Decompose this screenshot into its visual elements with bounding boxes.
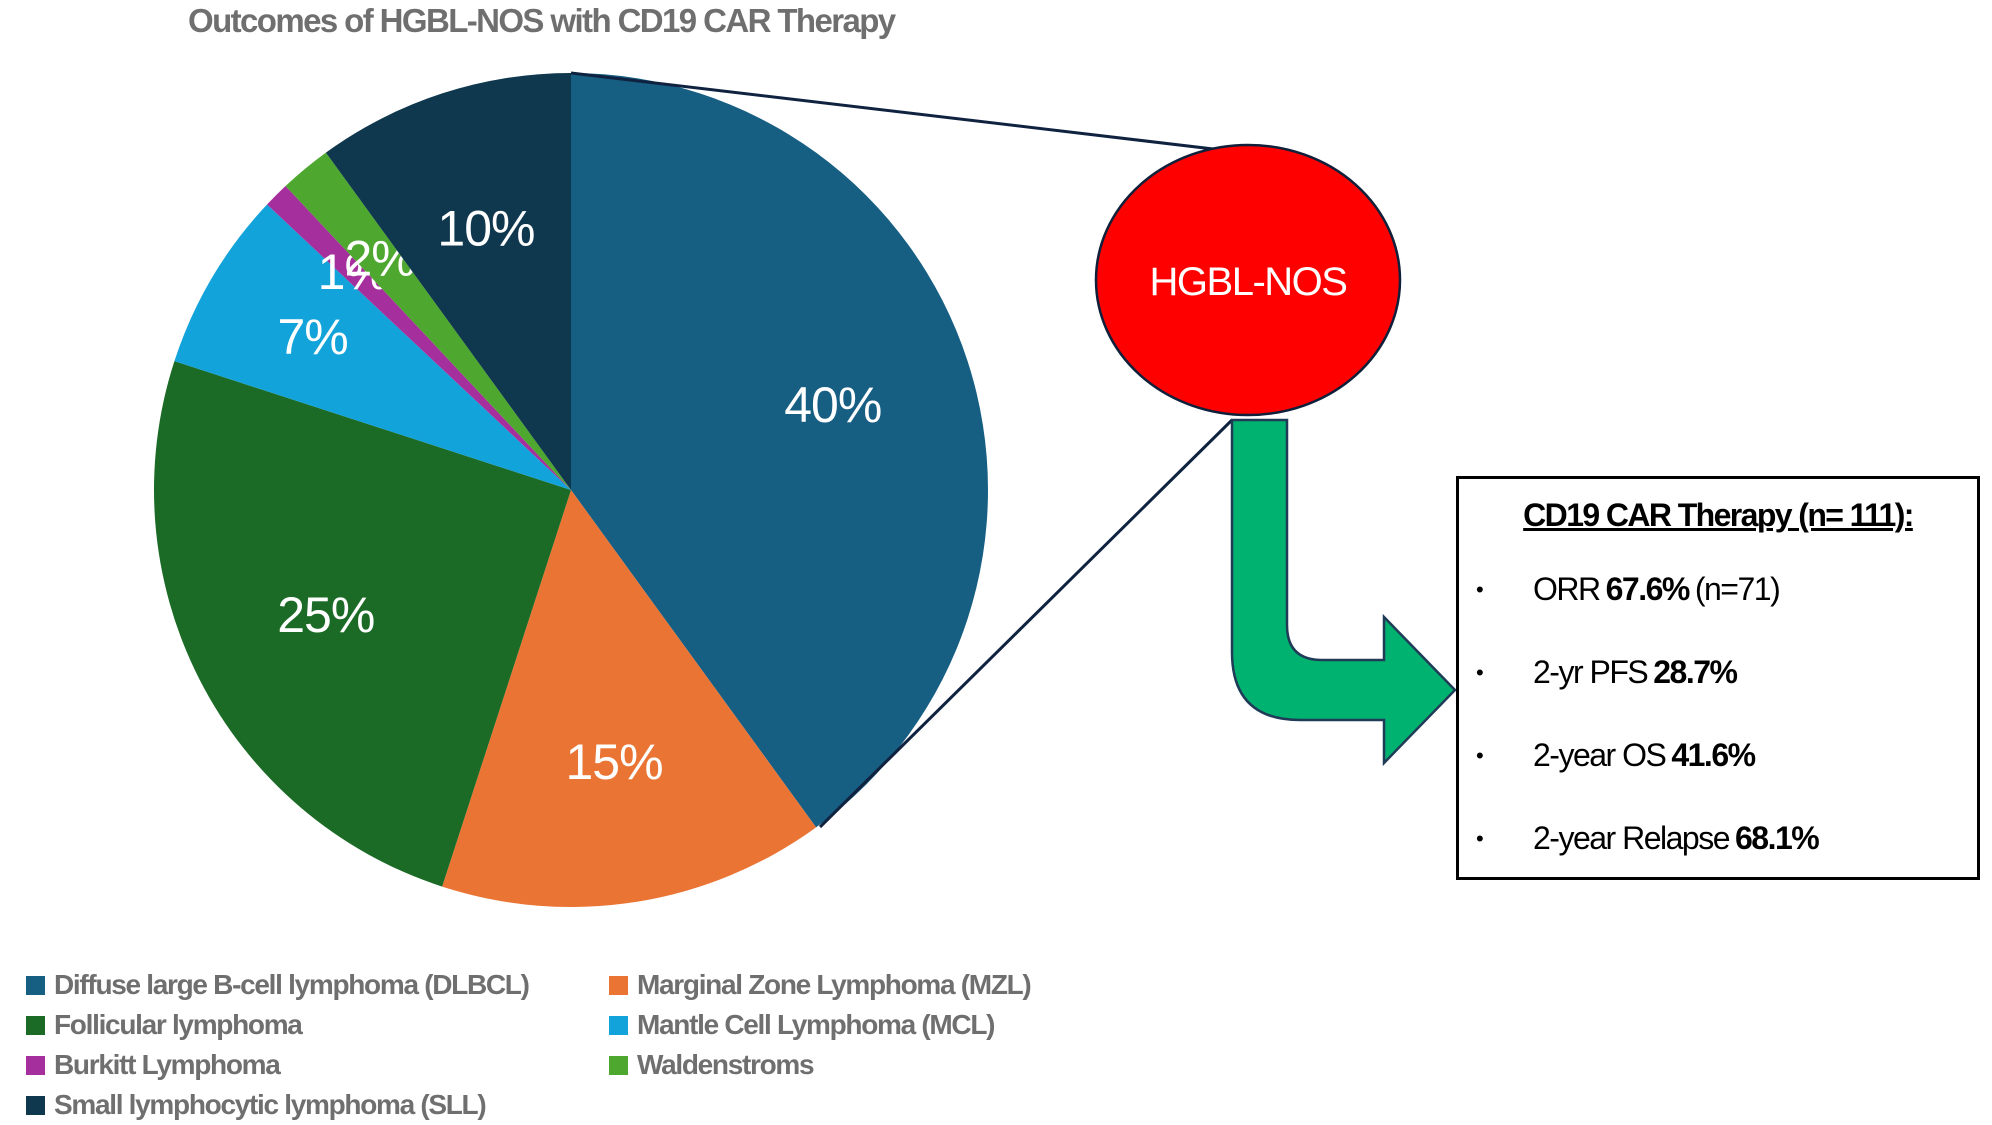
- results-item: • 2-yr PFS 28.7%: [1459, 631, 1977, 714]
- pie-chart: 40%15%25%7%1%2%10%: [154, 73, 989, 907]
- results-item-value: 68.1%: [1735, 820, 1820, 856]
- legend-swatch: [26, 975, 45, 995]
- callout-graphic: HGBL-NOS: [570, 71, 1457, 829]
- pie-slice-label: 15%: [566, 734, 663, 790]
- legend-swatch: [26, 1055, 45, 1075]
- chart-title: Outcomes of HGBL-NOS with CD19 CAR Thera…: [188, 2, 896, 39]
- legend-item: Mantle Cell Lymphoma (MCL): [609, 1007, 1029, 1043]
- legend-label: Diffuse large B-cell lymphoma (DLBCL): [54, 969, 530, 1000]
- legend-label: Small lymphocytic lymphoma (SLL): [54, 1089, 487, 1120]
- pie-slice: [174, 204, 572, 490]
- results-title: CD19 CAR Therapy (n= 111):: [1523, 497, 1914, 533]
- bullet-icon: •: [1476, 742, 1484, 768]
- bullet-icon: •: [1476, 825, 1484, 851]
- legend-swatch: [26, 1015, 45, 1035]
- connector-line-top: [570, 71, 1248, 155]
- legend-label: Follicular lymphoma: [54, 1009, 303, 1040]
- results-panel: CD19 CAR Therapy (n= 111): • ORR 67.6% (n=7…: [1456, 476, 1980, 880]
- hgbl-nos-ellipse: [1094, 143, 1402, 417]
- legend-swatch: [609, 975, 628, 995]
- legend-label: Burkitt Lymphoma: [54, 1049, 281, 1080]
- results-item-label: 2-year Relapse: [1533, 820, 1731, 856]
- legend-swatch: [609, 1015, 628, 1035]
- pie-slice-label: 7%: [277, 309, 347, 365]
- results-list: • ORR 67.6% (n=71) • 2-yr PFS 28.7% • 2-year OS 4…: [1459, 548, 1977, 880]
- pie-slice-label: 40%: [784, 377, 881, 433]
- results-item-label: ORR: [1533, 571, 1601, 607]
- legend-item: Diffuse large B-cell lymphoma (DLBCL): [26, 967, 609, 1003]
- results-item-value: 41.6%: [1671, 737, 1756, 773]
- results-item-value: 67.6%: [1605, 571, 1691, 607]
- bullet-icon: •: [1476, 576, 1484, 602]
- pie-slice: [571, 73, 989, 828]
- pie-slice: [267, 186, 571, 490]
- results-item: • 2-year OS 41.6%: [1459, 714, 1977, 797]
- results-item-label: 2-year OS: [1533, 737, 1667, 773]
- results-item: • 2-year Relapse 68.1%: [1459, 797, 1977, 880]
- bullet-icon: •: [1476, 659, 1484, 685]
- legend-label: Waldenstroms: [637, 1049, 815, 1080]
- hgbl-nos-label: HGBL-NOS: [1150, 260, 1347, 304]
- pie-slice: [285, 152, 571, 491]
- legend-swatch: [609, 1055, 628, 1075]
- pie-slice: [442, 490, 817, 907]
- pie-slice: [154, 361, 571, 887]
- connector-line-bottom: [818, 418, 1234, 829]
- bent-arrow-icon: [1230, 418, 1457, 767]
- results-item-value: 28.7%: [1653, 654, 1738, 690]
- legend-item: Follicular lymphoma: [26, 1007, 609, 1043]
- legend-swatch: [26, 1095, 45, 1115]
- chart-legend: Diffuse large B-cell lymphoma (DLBCL) Mar…: [26, 967, 1032, 1123]
- pie-slice-label: 10%: [437, 200, 534, 256]
- legend-item: Small lymphocytic lymphoma (SLL): [26, 1087, 609, 1123]
- legend-label: Mantle Cell Lymphoma (MCL): [637, 1009, 995, 1040]
- legend-label: Marginal Zone Lymphoma (MZL): [637, 969, 1032, 1000]
- pie-slice: [325, 73, 571, 490]
- results-item: • ORR 67.6% (n=71): [1459, 548, 1977, 631]
- results-item-label: 2-yr PFS: [1533, 654, 1649, 690]
- pie-slice-label: 25%: [277, 587, 374, 643]
- legend-item: Waldenstroms: [609, 1047, 1029, 1083]
- results-item-note: (n=71): [1694, 571, 1781, 607]
- legend-item: Marginal Zone Lymphoma (MZL): [609, 967, 1032, 1003]
- legend-item: Burkitt Lymphoma: [26, 1047, 609, 1083]
